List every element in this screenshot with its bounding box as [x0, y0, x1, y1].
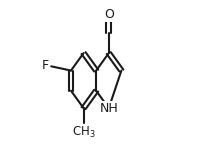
Text: NH: NH	[99, 102, 118, 115]
Text: O: O	[104, 8, 114, 21]
Text: CH$_3$: CH$_3$	[72, 125, 95, 140]
Text: F: F	[42, 59, 49, 72]
